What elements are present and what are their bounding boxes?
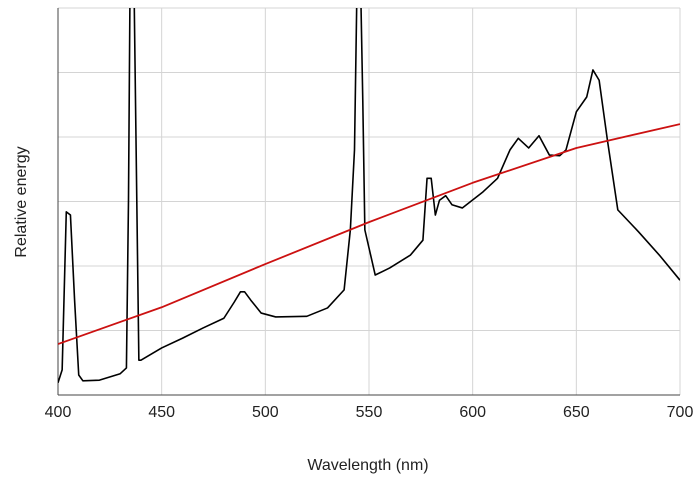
x-tick-label: 500 — [252, 404, 279, 421]
x-tick-label: 450 — [148, 404, 175, 421]
x-tick-label: 700 — [667, 404, 694, 421]
y-axis-label: Relative energy — [13, 146, 30, 257]
x-tick-label: 400 — [45, 404, 72, 421]
x-tick-label: 650 — [563, 404, 590, 421]
x-tick-label: 600 — [459, 404, 486, 421]
x-axis-label: Wavelength (nm) — [307, 457, 428, 474]
series-line — [58, 123, 680, 345]
x-tick-label: 550 — [356, 404, 383, 421]
plot-area — [58, 8, 680, 383]
